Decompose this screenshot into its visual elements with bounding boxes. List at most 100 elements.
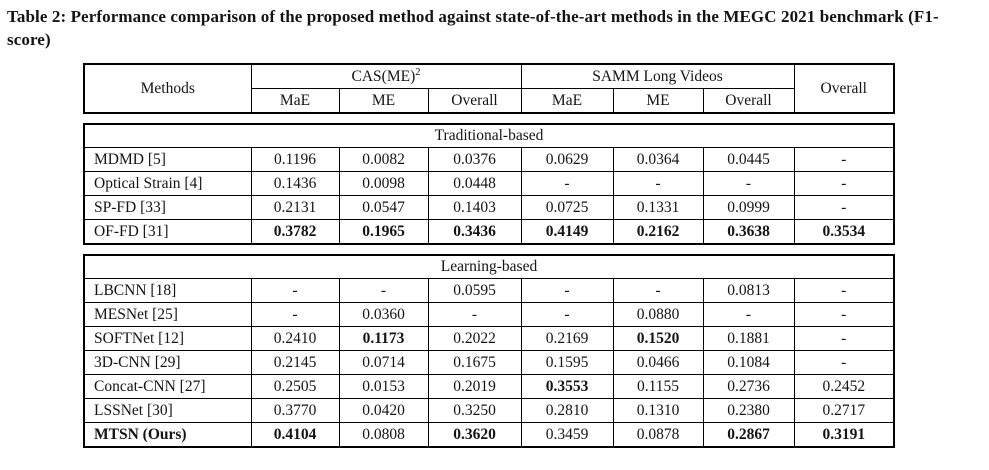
value-cell: - bbox=[793, 302, 895, 327]
value-cell: 0.4104 bbox=[250, 422, 340, 448]
value-cell: - bbox=[250, 302, 340, 327]
value-cell: - bbox=[793, 326, 895, 351]
value-cell: 0.2810 bbox=[520, 398, 614, 423]
value-cell: 0.2717 bbox=[793, 398, 895, 423]
value-cell: - bbox=[520, 171, 614, 196]
value-cell: 0.0364 bbox=[612, 147, 704, 172]
samm-overall-subheader: Overall bbox=[702, 88, 795, 114]
value-cell: 0.1084 bbox=[702, 350, 795, 375]
value-cell: - bbox=[793, 278, 895, 303]
table-row: MTSN (Ours) 0.4104 0.0808 0.3620 0.3459 0.087… bbox=[83, 422, 895, 448]
table-row: OF-FD [31] 0.3782 0.1965 0.3436 0.4149 0.2162… bbox=[83, 219, 895, 245]
value-cell: 0.2410 bbox=[250, 326, 340, 351]
value-cell: 0.1310 bbox=[612, 398, 704, 423]
value-cell: 0.0360 bbox=[338, 302, 429, 327]
value-cell: 0.3620 bbox=[427, 422, 522, 448]
value-cell: 0.3459 bbox=[520, 422, 614, 448]
value-cell: 0.0466 bbox=[612, 350, 704, 375]
table-column-header: Methods CAS(ME)2 SAMM Long Videos Overal… bbox=[83, 63, 895, 114]
value-cell: - bbox=[520, 302, 614, 327]
value-cell: 0.1965 bbox=[338, 219, 429, 245]
value-cell: 0.0098 bbox=[338, 171, 429, 196]
overall-column-header: Overall bbox=[793, 63, 895, 114]
method-name-cell: LBCNN [18] bbox=[83, 278, 252, 303]
value-cell: - bbox=[612, 278, 704, 303]
method-name-cell: Concat-CNN [27] bbox=[83, 374, 252, 399]
value-cell: 0.1331 bbox=[612, 195, 704, 220]
value-cell: - bbox=[702, 171, 795, 196]
section-header-row: Traditional-based bbox=[83, 123, 895, 148]
value-cell: 0.2145 bbox=[250, 350, 340, 375]
method-name-cell: SOFTNet [12] bbox=[83, 326, 252, 351]
value-cell: 0.0595 bbox=[427, 278, 522, 303]
samm-mae-subheader: MaE bbox=[520, 88, 614, 114]
cas-overall-subheader: Overall bbox=[427, 88, 522, 114]
table-row: LSSNet [30] 0.3770 0.0420 0.3250 0.2810 0.131… bbox=[83, 398, 895, 423]
value-cell: 0.0445 bbox=[702, 147, 795, 172]
table-caption: Table 2: Performance comparison of the p… bbox=[7, 7, 939, 49]
value-cell: 0.2022 bbox=[427, 326, 522, 351]
value-cell: - bbox=[793, 350, 895, 375]
value-cell: 0.0999 bbox=[702, 195, 795, 220]
value-cell: 0.2019 bbox=[427, 374, 522, 399]
value-cell: 0.0725 bbox=[520, 195, 614, 220]
value-cell: 0.0153 bbox=[338, 374, 429, 399]
value-cell: 0.2452 bbox=[793, 374, 895, 399]
cas-me2-group-header: CAS(ME)2 bbox=[250, 63, 522, 89]
value-cell: 0.3553 bbox=[520, 374, 614, 399]
table-row: 3D-CNN [29] 0.2145 0.0714 0.1675 0.1595 0.046… bbox=[83, 350, 895, 375]
group-header-row: Methods CAS(ME)2 SAMM Long Videos Overal… bbox=[83, 63, 895, 114]
section-label-traditional: Traditional-based bbox=[83, 123, 895, 148]
value-cell: - bbox=[520, 278, 614, 303]
value-cell: 0.1155 bbox=[612, 374, 704, 399]
value-cell: 0.3638 bbox=[702, 219, 795, 245]
value-cell: 0.0448 bbox=[427, 171, 522, 196]
value-cell: 0.1196 bbox=[250, 147, 340, 172]
table-row: SOFTNet [12] 0.2410 0.1173 0.2022 0.2169 0.15… bbox=[83, 326, 895, 351]
table-row: LBCNN [18] - -0.0595- -0.0813- bbox=[83, 278, 895, 303]
value-cell: 0.2162 bbox=[612, 219, 704, 245]
value-cell: - bbox=[793, 171, 895, 196]
value-cell: 0.0880 bbox=[612, 302, 704, 327]
value-cell: 0.4149 bbox=[520, 219, 614, 245]
value-cell: - bbox=[612, 171, 704, 196]
value-cell: 0.2867 bbox=[702, 422, 795, 448]
value-cell: - bbox=[793, 195, 895, 220]
value-cell: 0.1436 bbox=[250, 171, 340, 196]
value-cell: 0.1881 bbox=[702, 326, 795, 351]
value-cell: 0.2505 bbox=[250, 374, 340, 399]
value-cell: - bbox=[427, 302, 522, 327]
value-cell: 0.0547 bbox=[338, 195, 429, 220]
table-row: SP-FD [33] 0.2131 0.0547 0.1403 0.0725 0.1331… bbox=[83, 195, 895, 220]
table-row: MDMD [5] 0.1196 0.0082 0.0376 0.0629 0.0364 0.… bbox=[83, 147, 895, 172]
cas-me2-superscript: 2 bbox=[415, 66, 421, 78]
value-cell: - bbox=[338, 278, 429, 303]
method-name-cell: Optical Strain [4] bbox=[83, 171, 252, 196]
value-cell: 0.3534 bbox=[793, 219, 895, 245]
value-cell: 0.2736 bbox=[702, 374, 795, 399]
method-name-cell: OF-FD [31] bbox=[83, 219, 252, 245]
method-name-cell: LSSNet [30] bbox=[83, 398, 252, 423]
value-cell: 0.0714 bbox=[338, 350, 429, 375]
method-name-cell: MESNet [25] bbox=[83, 302, 252, 327]
section-label-learning: Learning-based bbox=[83, 254, 895, 279]
learning-based-table: Learning-based LBCNN [18] - -0.0595- -0.081… bbox=[83, 254, 895, 448]
value-cell: 0.1595 bbox=[520, 350, 614, 375]
value-cell: 0.3191 bbox=[793, 422, 895, 448]
samm-group-header: SAMM Long Videos bbox=[520, 63, 795, 89]
value-cell: 0.1675 bbox=[427, 350, 522, 375]
table-row: Concat-CNN [27] 0.2505 0.0153 0.2019 0.3553 0… bbox=[83, 374, 895, 399]
value-cell: 0.3250 bbox=[427, 398, 522, 423]
value-cell: 0.2380 bbox=[702, 398, 795, 423]
samm-me-subheader: ME bbox=[612, 88, 704, 114]
cas-mae-subheader: MaE bbox=[250, 88, 340, 114]
value-cell: - bbox=[702, 302, 795, 327]
table-row: MESNet [25] -0.0360- -0.0880- - bbox=[83, 302, 895, 327]
method-name-cell: SP-FD [33] bbox=[83, 195, 252, 220]
cas-me-subheader: ME bbox=[338, 88, 429, 114]
methods-column-header: Methods bbox=[83, 63, 252, 114]
method-name-cell: MDMD [5] bbox=[83, 147, 252, 172]
value-cell: 0.1173 bbox=[338, 326, 429, 351]
value-cell: 0.0376 bbox=[427, 147, 522, 172]
table-row: Optical Strain [4] 0.1436 0.0098 0.0448- - - - bbox=[83, 171, 895, 196]
